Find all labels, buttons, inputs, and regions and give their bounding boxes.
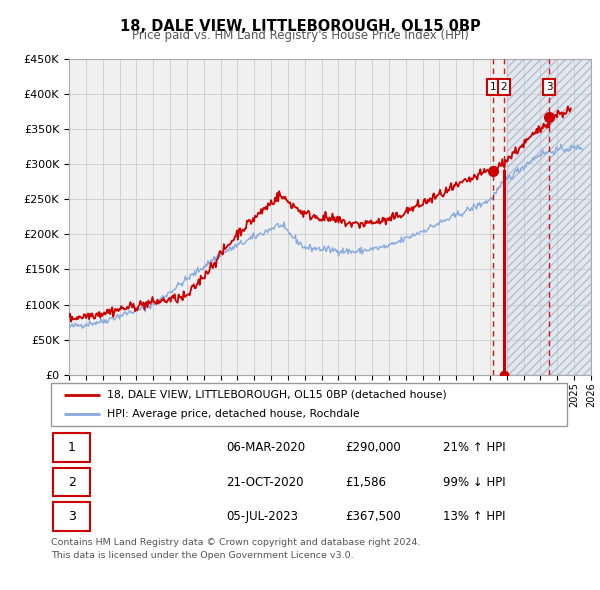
Text: HPI: Average price, detached house, Rochdale: HPI: Average price, detached house, Roch… (107, 409, 359, 419)
Text: Contains HM Land Registry data © Crown copyright and database right 2024.: Contains HM Land Registry data © Crown c… (51, 538, 421, 547)
Text: Price paid vs. HM Land Registry's House Price Index (HPI): Price paid vs. HM Land Registry's House … (131, 30, 469, 42)
Text: 1: 1 (68, 441, 76, 454)
Text: £367,500: £367,500 (345, 510, 401, 523)
Text: 3: 3 (546, 82, 553, 92)
Text: 2: 2 (500, 82, 507, 92)
FancyBboxPatch shape (51, 383, 567, 426)
Text: 3: 3 (68, 510, 76, 523)
Text: £1,586: £1,586 (345, 476, 386, 489)
Text: 05-JUL-2023: 05-JUL-2023 (226, 510, 298, 523)
FancyBboxPatch shape (53, 468, 90, 496)
Text: 99% ↓ HPI: 99% ↓ HPI (443, 476, 506, 489)
Text: 2: 2 (68, 476, 76, 489)
FancyBboxPatch shape (53, 434, 90, 462)
Text: 21-OCT-2020: 21-OCT-2020 (226, 476, 304, 489)
Text: This data is licensed under the Open Government Licence v3.0.: This data is licensed under the Open Gov… (51, 551, 353, 560)
Text: £290,000: £290,000 (345, 441, 401, 454)
FancyBboxPatch shape (53, 502, 90, 530)
Text: 1: 1 (490, 82, 496, 92)
Bar (507, 59, 591, 375)
Text: 18, DALE VIEW, LITTLEBOROUGH, OL15 0BP (detached house): 18, DALE VIEW, LITTLEBOROUGH, OL15 0BP (… (107, 389, 446, 399)
Text: 21% ↑ HPI: 21% ↑ HPI (443, 441, 506, 454)
Text: 13% ↑ HPI: 13% ↑ HPI (443, 510, 506, 523)
Text: 18, DALE VIEW, LITTLEBOROUGH, OL15 0BP: 18, DALE VIEW, LITTLEBOROUGH, OL15 0BP (119, 19, 481, 34)
Bar (507, 59, 591, 375)
Text: 06-MAR-2020: 06-MAR-2020 (226, 441, 305, 454)
